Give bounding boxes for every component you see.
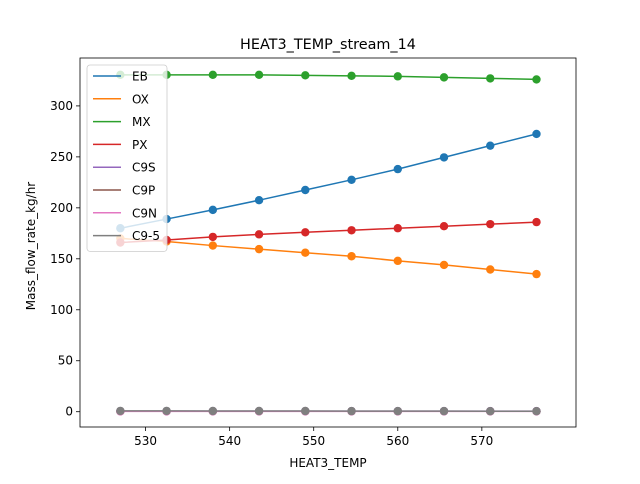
- data-point-PX-5: [347, 226, 355, 234]
- y-tick-label: 200: [50, 201, 73, 215]
- data-point-C9-5-2: [209, 407, 217, 415]
- data-point-OX-7: [440, 261, 448, 269]
- data-point-EB-4: [301, 186, 309, 194]
- data-point-C9-5-1: [162, 407, 170, 415]
- legend-label-C9-5: C9-5: [132, 229, 160, 243]
- x-tick-label: 530: [134, 434, 157, 448]
- data-point-C9-5-8: [486, 407, 494, 415]
- data-point-MX-3: [255, 71, 263, 79]
- y-tick-label: 0: [65, 405, 73, 419]
- data-point-C9-5-5: [347, 407, 355, 415]
- data-point-OX-8: [486, 265, 494, 273]
- data-point-C9-5-7: [440, 407, 448, 415]
- legend-label-MX: MX: [132, 115, 151, 129]
- data-point-MX-2: [209, 71, 217, 79]
- legend-label-PX: PX: [132, 138, 147, 152]
- x-tick-label: 560: [386, 434, 409, 448]
- data-point-PX-4: [301, 228, 309, 236]
- data-point-OX-6: [394, 257, 402, 265]
- legend-label-OX: OX: [132, 92, 149, 106]
- x-axis-label: HEAT3_TEMP: [289, 456, 366, 470]
- data-point-MX-8: [486, 74, 494, 82]
- data-point-PX-3: [255, 230, 263, 238]
- data-point-MX-4: [301, 71, 309, 79]
- legend: EB OX MX PX C9S C9P C9N C9-5: [87, 65, 167, 251]
- data-point-EB-8: [486, 141, 494, 149]
- legend-label-C9P: C9P: [132, 184, 155, 198]
- data-point-EB-2: [209, 206, 217, 214]
- data-point-C9-5-3: [255, 407, 263, 415]
- data-point-OX-9: [532, 270, 540, 278]
- x-tick-label: 540: [218, 434, 241, 448]
- x-tick-label: 550: [302, 434, 325, 448]
- y-tick-label: 250: [50, 150, 73, 164]
- y-tick-label: 50: [58, 354, 73, 368]
- y-axis-label: Mass_flow_rate_kg/hr: [24, 182, 38, 311]
- data-point-PX-2: [209, 233, 217, 241]
- y-tick-label: 300: [50, 99, 73, 113]
- data-point-PX-8: [486, 220, 494, 228]
- y-tick-label: 150: [50, 252, 73, 266]
- data-point-MX-6: [394, 72, 402, 80]
- data-point-C9-5-9: [532, 407, 540, 415]
- data-point-PX-7: [440, 222, 448, 230]
- legend-label-C9S: C9S: [132, 161, 156, 175]
- data-point-C9-5-4: [301, 407, 309, 415]
- data-point-OX-5: [347, 252, 355, 260]
- data-point-MX-9: [532, 75, 540, 83]
- data-point-C9-5-6: [394, 407, 402, 415]
- data-point-EB-6: [394, 165, 402, 173]
- data-point-OX-3: [255, 245, 263, 253]
- data-point-EB-9: [532, 130, 540, 138]
- legend-label-EB: EB: [132, 70, 148, 84]
- data-point-EB-5: [347, 176, 355, 184]
- y-tick-label: 100: [50, 303, 73, 317]
- data-point-C9-5-0: [116, 407, 124, 415]
- data-point-MX-7: [440, 73, 448, 81]
- data-point-EB-7: [440, 153, 448, 161]
- data-point-MX-5: [347, 72, 355, 80]
- data-point-EB-3: [255, 196, 263, 204]
- legend-box: [87, 65, 167, 251]
- data-point-PX-9: [532, 218, 540, 226]
- data-point-PX-6: [394, 224, 402, 232]
- data-point-OX-2: [209, 241, 217, 249]
- chart-title: HEAT3_TEMP_stream_14: [240, 37, 416, 53]
- data-point-OX-4: [301, 248, 309, 256]
- legend-label-C9N: C9N: [132, 206, 157, 220]
- x-tick-label: 570: [470, 434, 493, 448]
